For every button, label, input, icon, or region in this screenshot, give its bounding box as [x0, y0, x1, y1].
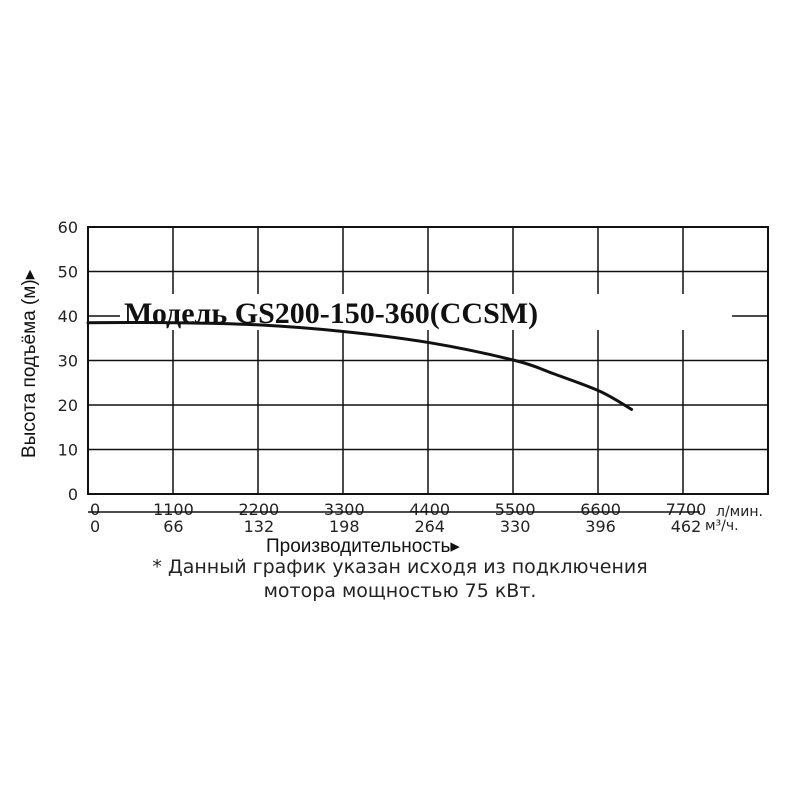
x-unit-m3h: м³/ч. — [705, 518, 739, 534]
x-axis-title: Производительность▸ — [266, 536, 460, 557]
plot-frame — [87, 226, 769, 495]
x-tick-label-m3h: 132 — [244, 517, 275, 536]
x-tick-label-m3h: 66 — [163, 517, 183, 536]
x-tick-label-lmin: 4400 — [409, 500, 450, 519]
y-tick-label: 30 — [58, 352, 78, 371]
x-tick-label-m3h: 462 — [671, 517, 702, 536]
chart-title: Модель GS200-150-360(CCSM) — [124, 297, 538, 330]
x-tick-label-lmin: 1100 — [153, 500, 194, 519]
x-tick-label-m3h: 198 — [329, 517, 360, 536]
y-tick-label: 40 — [58, 307, 78, 326]
x-tick-label-lmin: 3300 — [324, 500, 365, 519]
grid — [88, 227, 768, 494]
y-tick-labels: 0 10 20 30 40 50 60 — [58, 218, 78, 504]
x-tick-label-m3h: 264 — [414, 517, 445, 536]
x-tick-label-lmin: 0 — [90, 500, 100, 519]
x-tick-label-m3h: 0 — [90, 517, 100, 536]
y-tick-label: 60 — [58, 218, 78, 237]
footnote-line-1: * Данный график указан исходя из подключ… — [152, 556, 648, 578]
y-tick-label: 50 — [58, 263, 78, 282]
x-tick-label-m3h: 330 — [500, 517, 531, 536]
x-tick-label-lmin: 5500 — [495, 500, 536, 519]
x-tick-label-lmin: 6600 — [580, 500, 621, 519]
y-axis-title: Высота подъёма (м)▸ — [19, 269, 40, 458]
x-tick-labels-lmin: 0 1100 2200 3300 4400 5500 6600 7700 — [90, 500, 706, 519]
y-tick-label: 20 — [58, 396, 78, 415]
series-line — [86, 321, 634, 411]
y-tick-label: 0 — [68, 485, 78, 504]
x-unit-lmin: л/мин. — [716, 504, 763, 520]
x-tick-label-m3h: 396 — [585, 517, 616, 536]
y-tick-label: 10 — [58, 441, 78, 460]
x-tick-labels-m3h: 0 66 132 198 264 330 396 462 — [90, 517, 701, 536]
x-tick-label-lmin: 7700 — [666, 500, 707, 519]
footnote: * Данный график указан исходя из подключ… — [0, 555, 800, 603]
x-tick-label-lmin: 2200 — [238, 500, 279, 519]
series-layer — [86, 321, 634, 411]
footnote-line-2: мотора мощностью 75 кВт. — [263, 580, 537, 602]
